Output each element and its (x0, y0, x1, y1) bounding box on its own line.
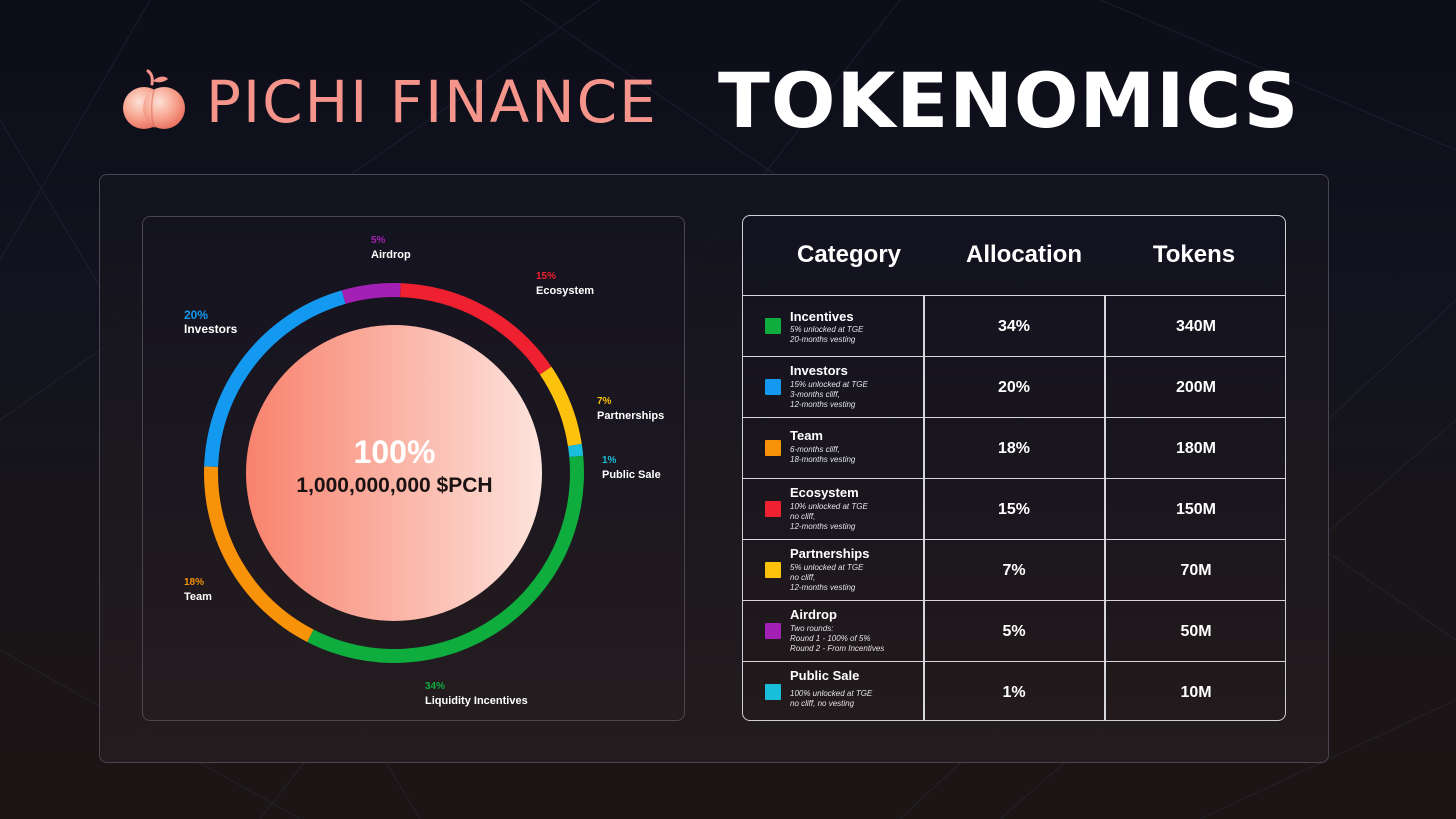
category-note: 100% unlocked at TGE (790, 689, 873, 698)
donut-segment-team (204, 466, 314, 642)
category-note: no cliff, no vesting (790, 699, 855, 708)
allocation-value: 34% (997, 318, 1031, 335)
airdrop-swatch (765, 623, 781, 639)
category-name: Partnerships (790, 546, 870, 561)
category-name: Team (790, 428, 823, 443)
category-note: 5% unlocked at TGE (790, 325, 864, 334)
ecosystem-swatch (765, 501, 781, 517)
segment-pct-partnerships: 7% (597, 396, 612, 407)
segment-label-team: 18% Team (184, 576, 212, 604)
donut-segment-ecosystem (400, 283, 552, 375)
segment-pct-ecosystem: 15% (536, 271, 557, 282)
donut-segment-public-sale (567, 443, 584, 458)
tokens-value: 200M (1175, 379, 1217, 396)
investors-swatch (765, 379, 781, 395)
donut-segment-liquidity-incentives (307, 455, 584, 663)
tokens-value: 50M (1180, 623, 1212, 640)
table-row: Airdrop Two rounds: Round 1 - 100% of 5%… (743, 601, 1285, 662)
segment-pct-airdrop: 5% (371, 235, 386, 246)
category-note: 6-months cliff, (790, 445, 840, 454)
category-note: 3-months cliff, (790, 390, 840, 399)
team-swatch (765, 440, 781, 456)
category-name: Incentives (790, 309, 854, 324)
segment-name-investors: Investors (184, 322, 238, 336)
segment-label-investors: 20% Investors (184, 308, 237, 336)
category-name: Airdrop (790, 607, 837, 622)
allocation-value: 5% (1002, 623, 1026, 640)
allocation-value: 15% (997, 501, 1031, 518)
donut-center-disc (246, 325, 542, 621)
allocation-value: 7% (1002, 562, 1026, 579)
category-note: 20-months vesting (790, 335, 856, 344)
segment-label-airdrop: 5% Airdrop (371, 234, 411, 262)
category-note: Two rounds: (790, 624, 834, 633)
segment-pct-public-sale: 1% (602, 455, 617, 466)
column-divider (923, 296, 925, 720)
segment-pct-investors: 20% (184, 308, 209, 322)
table-header: Category Allocation Tokens (743, 216, 1285, 296)
total-percent: 100% (353, 434, 436, 470)
total-supply: 1,000,000,000 $PCH (296, 474, 493, 497)
allocation-value: 18% (997, 440, 1031, 457)
category-note: 18-months vesting (790, 455, 856, 464)
category-name: Public Sale (790, 668, 860, 683)
category-note: 12-months vesting (790, 400, 856, 409)
donut-segment-investors (204, 290, 346, 467)
header-category: Category (796, 241, 902, 268)
category-note: Round 2 - From Incentives (790, 644, 885, 653)
category-note: no cliff, (790, 573, 816, 582)
category-note: 12-months vesting (790, 583, 856, 592)
segment-label-ecosystem: 15% Ecosystem (536, 270, 594, 298)
category-note: no cliff, (790, 512, 816, 521)
page-title: TOKENOMICS (718, 56, 1300, 145)
table-row: Public Sale 100% unlocked at TGE no clif… (743, 662, 1285, 720)
category-name: Investors (790, 363, 848, 378)
donut-segment-partnerships (539, 366, 582, 447)
segment-name-team: Team (184, 591, 212, 603)
public-sale-swatch (765, 684, 781, 700)
category-note: 10% unlocked at TGE (790, 502, 868, 511)
segment-name-partnerships: Partnerships (597, 410, 665, 422)
donut-segment-airdrop (341, 283, 401, 304)
segment-label-public-sale: 1% Public Sale (602, 454, 661, 482)
table-row: Team 6-months cliff, 18-months vesting 1… (743, 418, 1285, 479)
tokens-value: 70M (1180, 562, 1212, 579)
column-divider (1104, 296, 1106, 720)
header-allocation: Allocation (965, 241, 1082, 268)
segment-label-liquidity-incentives: 34% Liquidity Incentives (425, 680, 528, 708)
allocation-table: Category Allocation Tokens Incentives 5%… (742, 215, 1286, 721)
allocation-donut-chart (204, 283, 584, 663)
brand-name: PICHI FINANCE (206, 68, 658, 136)
category-note: 5% unlocked at TGE (790, 563, 864, 572)
category-note: 12-months vesting (790, 522, 856, 531)
segment-name-airdrop: Airdrop (371, 249, 411, 261)
tokens-value: 180M (1175, 440, 1217, 457)
table-row: Ecosystem 10% unlocked at TGE no cliff, … (743, 479, 1285, 540)
donut-segments (204, 283, 584, 663)
segment-name-public-sale: Public Sale (602, 469, 661, 481)
segment-pct-liquidity-incentives: 34% (425, 681, 446, 692)
tokens-value: 10M (1180, 684, 1212, 701)
table-row: Incentives 5% unlocked at TGE 20-months … (743, 296, 1285, 357)
segment-pct-team: 18% (184, 577, 205, 588)
header-tokens: Tokens (1152, 241, 1236, 268)
peach-logo-icon (123, 69, 185, 129)
partnerships-swatch (765, 562, 781, 578)
incentives-swatch (765, 318, 781, 334)
allocation-value: 1% (1002, 684, 1026, 701)
segment-name-ecosystem: Ecosystem (536, 285, 595, 297)
category-note: Round 1 - 100% of 5% (790, 634, 871, 643)
table-row: Partnerships 5% unlocked at TGE no cliff… (743, 540, 1285, 601)
segment-label-partnerships: 7% Partnerships (597, 395, 664, 423)
category-note: 15% unlocked at TGE (790, 380, 868, 389)
allocation-value: 20% (997, 379, 1031, 396)
tokens-value: 150M (1175, 501, 1217, 518)
table-row: Investors 15% unlocked at TGE 3-months c… (743, 357, 1285, 418)
segment-name-liquidity-incentives: Liquidity Incentives (425, 695, 528, 707)
category-name: Ecosystem (790, 485, 859, 500)
tokens-value: 340M (1175, 318, 1217, 335)
